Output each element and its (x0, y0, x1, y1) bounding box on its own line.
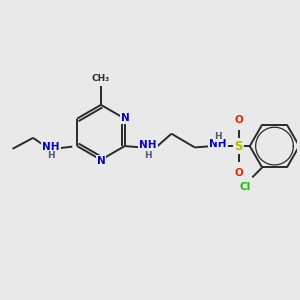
Text: NH: NH (139, 140, 157, 151)
Text: N: N (97, 156, 105, 166)
Text: Cl: Cl (240, 182, 251, 192)
Text: CH₃: CH₃ (92, 74, 110, 83)
Text: N: N (121, 112, 130, 123)
Text: S: S (235, 140, 243, 153)
Text: H: H (144, 151, 152, 160)
Text: O: O (234, 115, 243, 124)
Text: H: H (214, 132, 222, 141)
Text: NH: NH (209, 139, 227, 149)
Text: O: O (234, 168, 243, 178)
Text: H: H (47, 151, 55, 160)
Text: NH: NH (42, 142, 60, 152)
